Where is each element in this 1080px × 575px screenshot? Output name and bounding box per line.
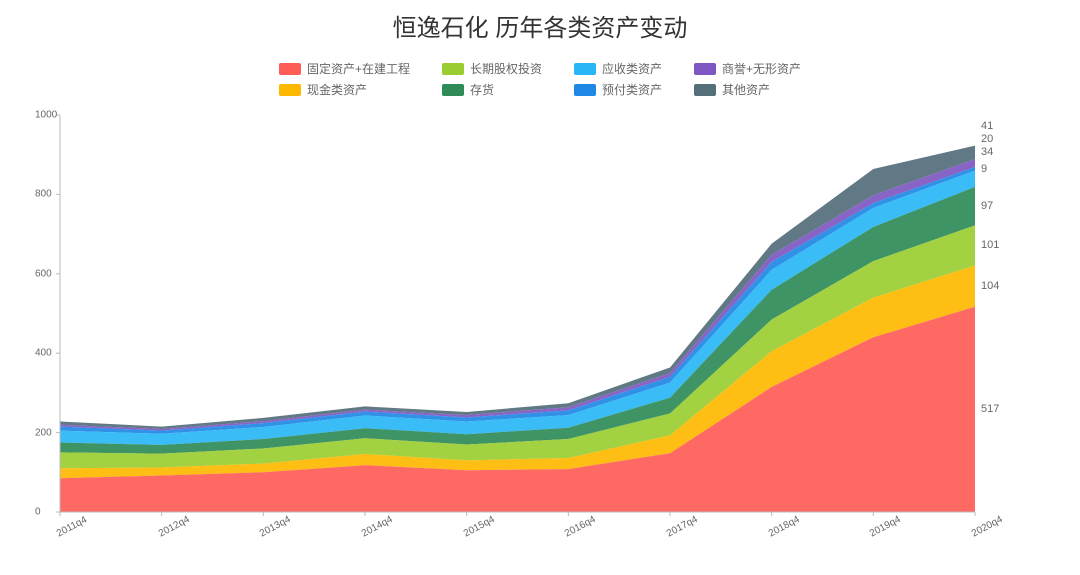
end-label: 101: [981, 239, 999, 251]
legend-label: 存货: [470, 81, 494, 98]
legend-swatch: [574, 84, 596, 96]
legend-label: 其他资产: [722, 81, 770, 98]
legend-label: 商誉+无形资产: [722, 60, 801, 77]
legend-swatch: [694, 63, 716, 75]
end-label: 517: [981, 403, 999, 415]
legend-swatch: [694, 84, 716, 96]
legend-item-goodwill_intangible: 商誉+无形资产: [694, 60, 801, 77]
plot-area: 020040060080010002011q42012q42013q42014q…: [35, 110, 1015, 540]
legend-swatch: [279, 84, 301, 96]
legend-item-other: 其他资产: [694, 81, 801, 98]
end-label: 9: [981, 163, 987, 175]
legend-label: 长期股权投资: [470, 60, 542, 77]
end-label: 20: [981, 133, 993, 145]
chart-title: 恒逸石化 历年各类资产变动: [0, 8, 1080, 43]
legend-swatch: [442, 63, 464, 75]
legend-label: 现金类资产: [307, 81, 367, 98]
end-label: 34: [981, 146, 993, 158]
legend: 固定资产+在建工程 长期股权投资 应收类资产 商誉+无形资产现金类资产 存货 预付类资产 其…: [0, 60, 1080, 98]
area-chart-svg: [35, 110, 1015, 540]
legend-item-cash: 现金类资产: [279, 81, 410, 98]
y-tick-label: 200: [35, 427, 52, 438]
legend-label: 应收类资产: [602, 60, 662, 77]
legend-item-prepaid: 预付类资产: [574, 81, 662, 98]
legend-item-inventory: 存货: [442, 81, 542, 98]
y-tick-label: 800: [35, 189, 52, 200]
y-tick-label: 400: [35, 348, 52, 359]
legend-swatch: [442, 84, 464, 96]
legend-swatch: [574, 63, 596, 75]
legend-label: 固定资产+在建工程: [307, 60, 410, 77]
legend-item-lt_equity: 长期股权投资: [442, 60, 542, 77]
legend-label: 预付类资产: [602, 81, 662, 98]
y-tick-label: 600: [35, 268, 52, 279]
y-tick-label: 0: [35, 507, 41, 518]
legend-item-receivables: 应收类资产: [574, 60, 662, 77]
y-tick-label: 1000: [35, 110, 57, 121]
legend-item-fixed_cip: 固定资产+在建工程: [279, 60, 410, 77]
end-label: 41: [981, 120, 993, 132]
end-label: 104: [981, 280, 999, 292]
end-label: 97: [981, 200, 993, 212]
legend-swatch: [279, 63, 301, 75]
